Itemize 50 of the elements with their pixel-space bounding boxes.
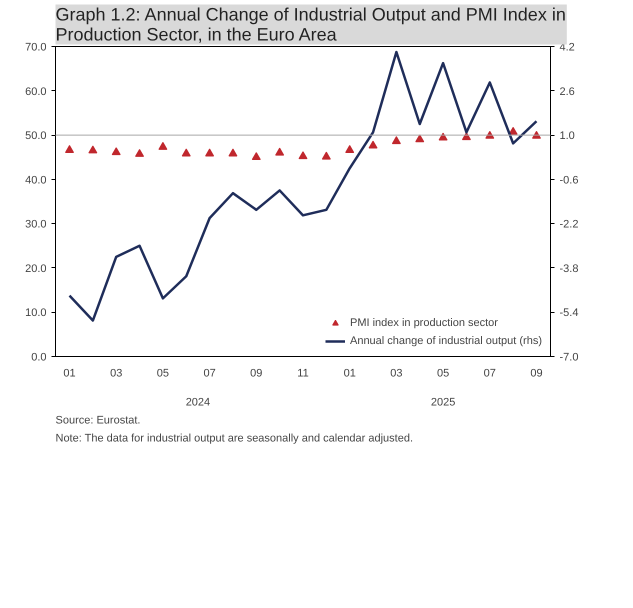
point [392, 136, 401, 144]
point [88, 145, 98, 154]
x-tick-label: 01 [63, 368, 76, 380]
point [205, 148, 214, 156]
point [252, 152, 261, 160]
x-tick-label: 07 [203, 368, 216, 380]
y2-tick-label: -3.8 [560, 262, 578, 275]
point [275, 148, 284, 156]
text: 2024 [186, 396, 210, 408]
point [368, 140, 378, 149]
point [298, 151, 308, 160]
y2-tick-label: -2.2 [560, 218, 578, 231]
y2-tick-label: -0.6 [560, 174, 578, 186]
y2-tick-label: 1.0 [560, 130, 575, 142]
y2-tick-label: 2.6 [560, 86, 575, 98]
y-tick-label: 30.0 [25, 218, 47, 231]
y-tick-label: 40.0 [25, 174, 47, 186]
x-tick-label: 05 [156, 368, 170, 380]
chart-title: Graph 1.2: Annual Change of Industrial Output and PMI Index in Production Sector, in the Euro Area [56, 4, 566, 44]
point [135, 148, 144, 157]
y-tick-label: 70.0 [25, 42, 47, 54]
point [438, 132, 448, 141]
point [322, 152, 331, 160]
point [112, 147, 121, 156]
point [415, 134, 424, 142]
y2-tick-label: -5.4 [560, 307, 578, 320]
y-tick-label: 60.0 [25, 86, 47, 98]
x-tick-label: 07 [484, 368, 496, 380]
y-tick-label: 10.0 [25, 307, 47, 320]
x-tick-label: 09 [250, 368, 262, 380]
x-tick-label: 03 [110, 368, 122, 380]
point [182, 148, 191, 156]
x-tick-label: 03 [390, 368, 403, 380]
source-note: Source: Eurostat. [56, 414, 140, 426]
y-tick-label: 20.0 [25, 262, 47, 275]
text: 2025 [430, 396, 456, 408]
point [228, 148, 238, 156]
point [65, 145, 74, 153]
y2-tick-label: -7.0 [560, 352, 578, 364]
point [158, 142, 168, 150]
x-tick-label: 11 [297, 368, 309, 380]
text: Note: The data for industrial output are seasonally and calendar adjusted. [56, 432, 414, 444]
x-tick-label: 01 [344, 368, 356, 380]
y-tick-label: 0.0 [31, 352, 47, 364]
legend-label: Annual change of industrial output (rhs) [350, 334, 542, 348]
y-tick-label: 50.0 [25, 130, 47, 142]
legend-label: PMI index in production sector [350, 316, 498, 330]
x-tick-label: 05 [436, 368, 450, 380]
x-tick-label: 09 [530, 368, 543, 380]
point [345, 145, 354, 153]
